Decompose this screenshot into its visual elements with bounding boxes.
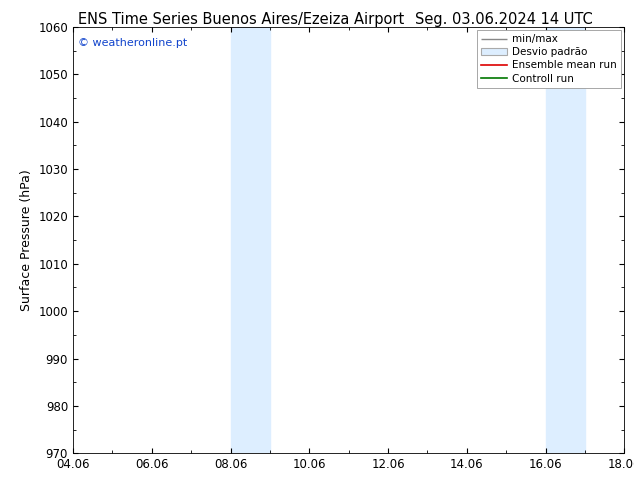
Y-axis label: Surface Pressure (hPa): Surface Pressure (hPa) — [20, 169, 33, 311]
Text: ENS Time Series Buenos Aires/Ezeiza Airport: ENS Time Series Buenos Aires/Ezeiza Airp… — [78, 12, 404, 27]
Text: Seg. 03.06.2024 14 UTC: Seg. 03.06.2024 14 UTC — [415, 12, 593, 27]
Bar — [231, 27, 270, 453]
Text: © weatheronline.pt: © weatheronline.pt — [79, 38, 188, 48]
Bar — [546, 27, 585, 453]
Legend: min/max, Desvio padrão, Ensemble mean run, Controll run: min/max, Desvio padrão, Ensemble mean ru… — [477, 30, 621, 88]
